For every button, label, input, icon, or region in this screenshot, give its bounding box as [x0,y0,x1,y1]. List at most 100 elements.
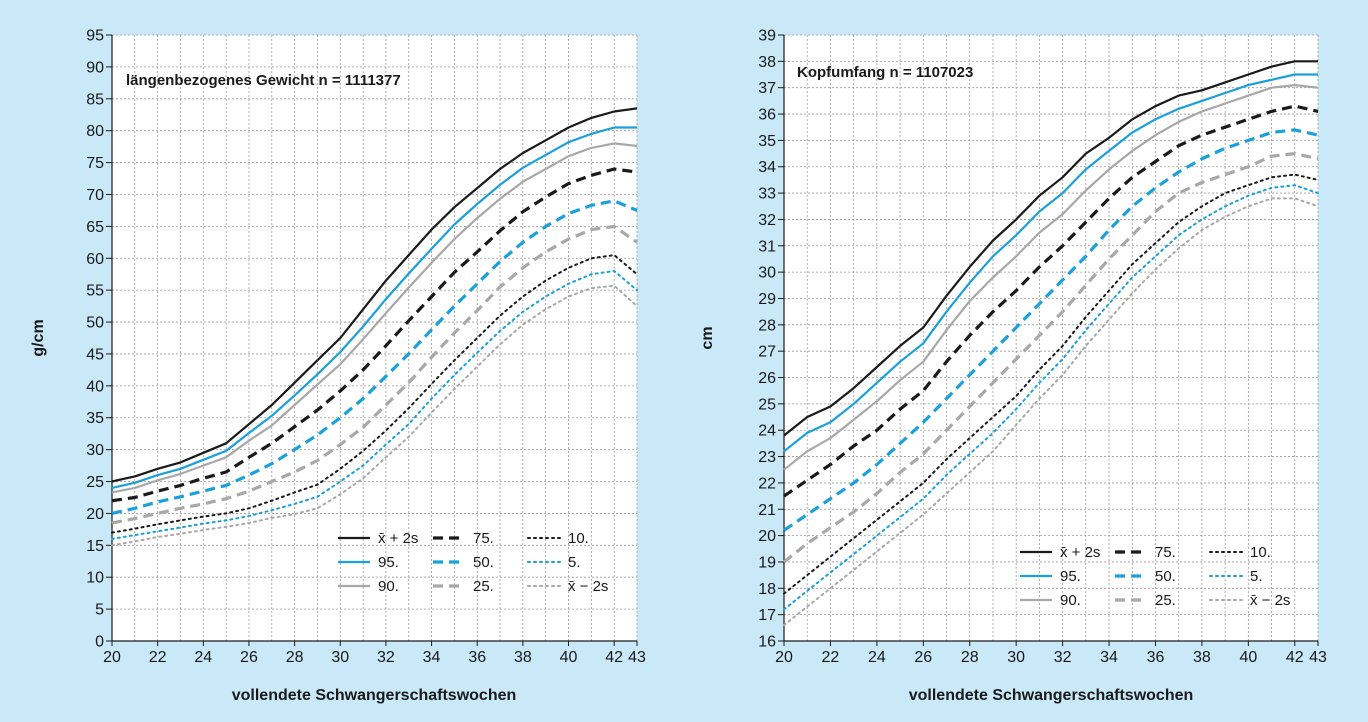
y-tick-label: 37 [758,80,776,97]
series-line-4 [111,199,638,515]
x-tick-label: 40 [1239,649,1257,666]
legend-item: x̄ − 2s [1209,592,1290,609]
legend-item: 10. [527,530,589,547]
legend: x̄ + 2s 95. 90. 75. 50. 25. 10. 5. x̄ − 2s [338,530,608,595]
x-tick-label: 24 [194,649,212,666]
legend-label: 10. [1250,544,1271,561]
legend-item: 10. [1209,544,1271,561]
series-line-0 [783,60,1318,437]
x-tick-label: 28 [961,649,979,666]
legend-label: 90. [1060,592,1081,609]
legend-item: 5. [527,554,581,571]
legend-label: 75. [473,530,494,547]
series-line-8 [111,284,638,547]
chart-title: längenbezogenes Gewicht n = 1111377 [126,72,401,89]
y-tick-label: 26 [758,370,776,387]
series-line-5 [111,224,638,525]
y-tick-label: 22 [758,475,776,492]
x-tick-label: 36 [1147,649,1165,666]
y-tick-label: 32 [758,212,776,229]
series-line-5 [783,152,1319,564]
x-tick-label: 20 [775,649,793,666]
legend-item: 25. [433,578,494,595]
y-tick-label: 85 [86,91,104,108]
y-tick-label: 25 [86,474,104,491]
x-tick-label: 32 [1054,649,1072,666]
x-tick-label: 36 [468,649,486,666]
legend-item: 50. [1115,568,1176,585]
y-tick-label: 0 [95,634,104,651]
y-tick-label: 17 [758,607,776,624]
legend-label: 5. [568,554,581,571]
x-tick-label: 34 [423,649,441,666]
plot-area [784,35,1318,641]
series-line-8 [783,197,1319,627]
grid [111,34,638,642]
legend-item: 50. [433,554,494,571]
y-tick-label: 90 [86,59,104,76]
x-tick-label: 22 [822,649,840,666]
legend-item: 25. [1115,592,1176,609]
y-tick-label: 36 [758,107,776,124]
legend-label: x̄ + 2s [1060,544,1100,561]
y-tick-label: 20 [758,528,776,545]
y-tick-label: 45 [86,346,104,363]
legend-item: 90. [1020,592,1081,609]
legend-item: x̄ + 2s [1020,544,1100,561]
x-tick-label: 34 [1100,649,1118,666]
grid [783,34,1319,642]
y-tick-label: 31 [758,238,776,255]
x-tick-label: 40 [560,649,578,666]
chart-title: Kopfumfang n = 1107023 [797,64,973,81]
x-tick-label: 32 [377,649,395,666]
series-line-6 [783,173,1319,595]
y-tick-label: 39 [758,28,776,45]
series-line-1 [783,73,1318,453]
legend-label: 5. [1250,568,1263,585]
y-tick-label: 75 [86,155,104,172]
y-tick-label: 24 [758,423,776,440]
y-tick-label: 25 [758,396,776,413]
y-tick-label: 65 [86,219,104,236]
legend-label: 10. [568,530,589,547]
legend-label: 25. [1155,592,1176,609]
y-tick-label: 23 [758,449,776,466]
y-tick-label: 5 [95,602,104,619]
x-tick-label: 38 [514,649,532,666]
series-line-0 [111,107,638,483]
series-line-1 [111,126,637,489]
series-line-6 [111,254,638,534]
x-tick-label: 30 [331,649,349,666]
y-axis-title: cm [699,326,716,349]
y-tick-label: 30 [86,442,104,459]
x-axis-title: vollendete Schwangerschaftswochen [909,687,1194,704]
y-tick-label: 80 [86,123,104,140]
y-tick-label: 33 [758,186,776,203]
series-group [111,107,638,547]
y-tick-label: 40 [86,378,104,395]
legend-label: x̄ − 2s [568,578,608,595]
y-tick-label: 10 [86,570,104,587]
x-tick-label: 42 [1286,649,1304,666]
y-tick-label: 35 [86,410,104,427]
legend-label: 50. [1155,568,1176,585]
legend: x̄ + 2s 95. 90. 75. 50. 25. 10. 5. x̄ − 2s [1020,544,1290,609]
x-tick-label: 26 [240,649,258,666]
legend-item: 75. [433,530,494,547]
y-tick-label: 15 [86,538,104,555]
series-line-2 [783,83,1319,471]
y-tick-label: 35 [758,133,776,150]
chart-weight: 0 5 10 15 20 25 30 35 40 45 50 55 60 65 70 75 80 85 90 95 20… [30,28,646,705]
y-tick-label: 55 [86,283,104,300]
y-tick-label: 95 [86,28,104,45]
x-tick-label: 22 [149,649,167,666]
x-tick-label: 26 [914,649,932,666]
x-axis-title: vollendete Schwangerschaftswochen [232,687,517,704]
series-line-2 [111,142,638,494]
legend-item: 95. [338,554,399,571]
x-tick-label: 43 [1309,649,1327,666]
legend-item: 95. [1020,568,1081,585]
x-tick-label: 42 [605,649,623,666]
